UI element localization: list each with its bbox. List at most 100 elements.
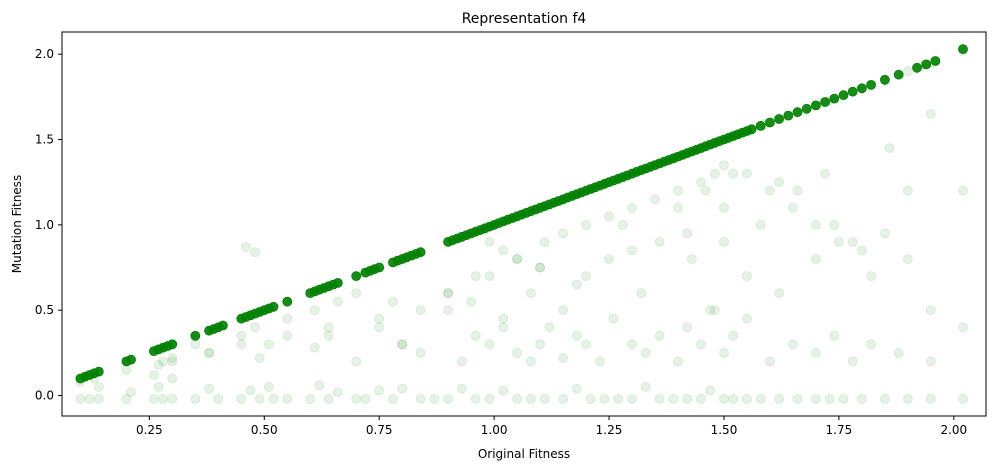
- data-point: [282, 393, 293, 404]
- data-point: [742, 313, 752, 324]
- data-point: [958, 185, 968, 196]
- data-point: [466, 296, 477, 307]
- data-point: [93, 382, 104, 392]
- data-point: [640, 382, 651, 392]
- data-point: [309, 342, 320, 353]
- y-axis-label: Mutation Fitness: [10, 175, 24, 273]
- data-point: [323, 393, 334, 404]
- data-point: [857, 393, 867, 404]
- data-point: [696, 339, 706, 350]
- data-point: [245, 385, 256, 396]
- data-point: [811, 254, 821, 264]
- data-point: [728, 393, 739, 404]
- data-point: [755, 393, 766, 404]
- data-point: [811, 393, 821, 404]
- data-point: [498, 245, 509, 256]
- data-point: [323, 322, 334, 333]
- y-tick-label: 1.5: [35, 133, 54, 147]
- data-point: [847, 356, 858, 367]
- data-point: [535, 339, 545, 350]
- data-point: [190, 330, 201, 341]
- data-point: [742, 271, 752, 282]
- data-point: [958, 44, 968, 54]
- data-point: [204, 347, 215, 358]
- data-point: [958, 322, 968, 333]
- data-point: [153, 382, 164, 392]
- data-point: [581, 339, 591, 350]
- data-point: [866, 339, 876, 350]
- data-point: [498, 322, 509, 333]
- data-point: [443, 305, 454, 316]
- data-point: [443, 288, 454, 299]
- data-point: [388, 296, 398, 307]
- data-point: [705, 305, 716, 316]
- x-tick-label: 0.25: [136, 423, 163, 437]
- data-point: [765, 356, 775, 367]
- data-point: [415, 247, 426, 258]
- data-point: [838, 90, 849, 100]
- data-point: [811, 100, 821, 111]
- data-point: [388, 393, 398, 404]
- data-point: [811, 219, 821, 230]
- data-point: [866, 80, 876, 90]
- x-axis-label: Original Fitness: [478, 447, 570, 461]
- data-point: [314, 380, 325, 391]
- data-point: [415, 347, 426, 358]
- data-point: [903, 66, 913, 77]
- data-point: [636, 288, 647, 299]
- data-point: [484, 236, 495, 247]
- data-point: [213, 393, 224, 404]
- data-point: [696, 177, 706, 188]
- data-point: [788, 339, 798, 350]
- data-point: [709, 305, 720, 316]
- data-point: [351, 356, 362, 367]
- data-point: [700, 185, 711, 196]
- data-point: [604, 254, 614, 264]
- data-point: [650, 194, 660, 205]
- data-point: [627, 339, 637, 350]
- data-point: [829, 330, 840, 341]
- data-point: [572, 330, 582, 341]
- data-point: [755, 219, 766, 230]
- points-layer: [75, 44, 968, 404]
- data-point: [282, 313, 293, 324]
- data-point: [627, 202, 637, 213]
- data-point: [167, 353, 178, 363]
- data-point: [332, 277, 343, 288]
- data-point: [792, 107, 803, 118]
- data-point: [544, 322, 555, 333]
- data-point: [93, 366, 104, 377]
- data-point: [415, 305, 426, 316]
- data-point: [512, 347, 522, 358]
- data-point: [158, 393, 169, 404]
- data-point: [742, 393, 752, 404]
- plot-frame: [61, 31, 987, 417]
- data-point: [558, 353, 568, 363]
- data-point: [217, 320, 228, 331]
- data-point: [93, 393, 104, 404]
- data-point: [930, 56, 941, 66]
- data-point: [925, 356, 936, 367]
- data-point: [847, 236, 858, 247]
- data-point: [613, 393, 624, 404]
- data-point: [668, 393, 679, 404]
- data-point: [397, 383, 408, 394]
- data-point: [526, 356, 536, 367]
- data-point: [581, 271, 591, 282]
- x-tick-label: 1.25: [596, 423, 623, 437]
- data-point: [958, 393, 968, 404]
- data-point: [755, 121, 766, 131]
- data-point: [250, 247, 261, 258]
- data-point: [332, 387, 343, 398]
- data-point: [558, 393, 568, 404]
- data-point: [240, 242, 251, 252]
- data-point: [654, 330, 665, 341]
- data-point: [765, 117, 775, 128]
- data-point: [599, 393, 610, 404]
- data-point: [153, 359, 164, 370]
- data-point: [604, 211, 614, 222]
- data-point: [893, 69, 904, 80]
- data-point: [572, 383, 582, 394]
- data-point: [847, 86, 858, 97]
- data-point: [925, 305, 936, 316]
